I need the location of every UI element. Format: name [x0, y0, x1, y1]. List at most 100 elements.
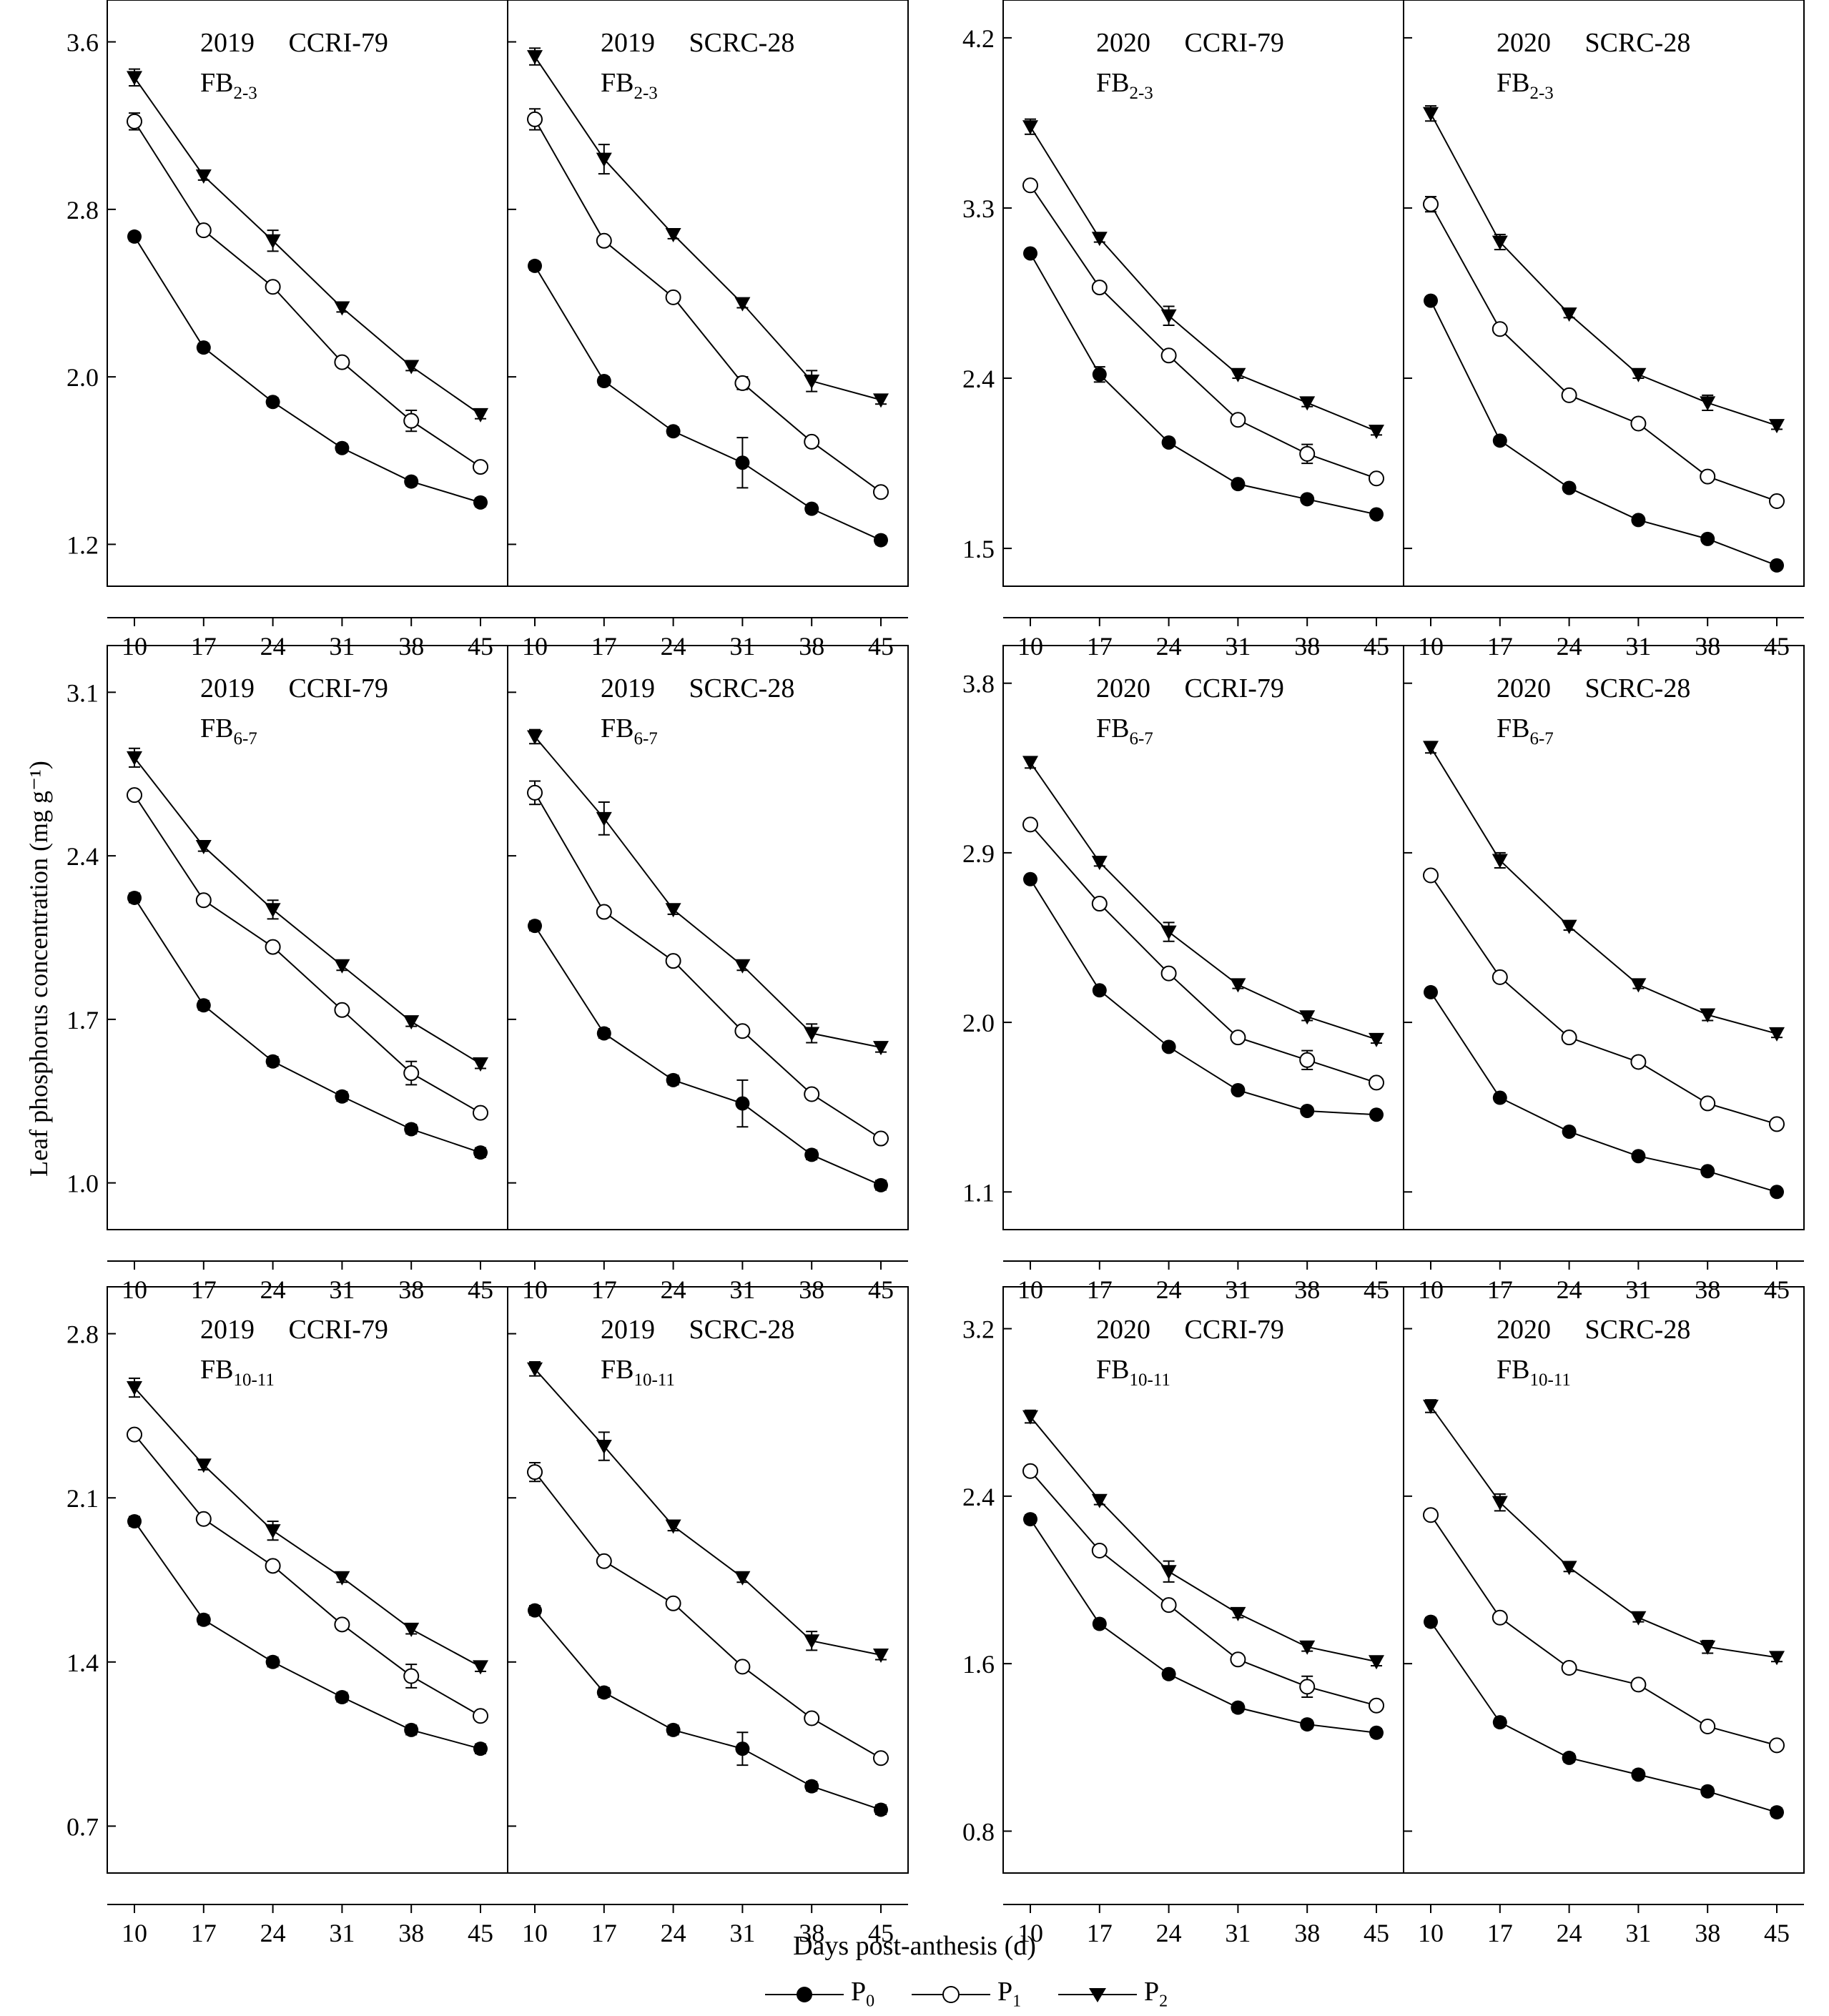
series-line-p0: [134, 1521, 481, 1750]
series-p1: [527, 780, 889, 1147]
series-line-p0: [1030, 1518, 1377, 1734]
data-point-p0: [528, 258, 542, 273]
data-point-p0: [1424, 1614, 1438, 1629]
panel-title: 2020 CCRI-79: [1096, 673, 1284, 703]
y-tick-label: 1.1: [962, 1178, 995, 1207]
series-line-p1: [1430, 204, 1778, 502]
y-tick-label: 1.4: [66, 1649, 99, 1677]
series-p0: [528, 1603, 888, 1817]
series-line-p0: [134, 236, 481, 503]
series-p1: [527, 108, 889, 500]
panel-subtitle: FB6-7: [200, 713, 257, 748]
data-point-p1: [1022, 1463, 1038, 1479]
panel-2020-scrc-28-fb10-11: 10 17 24 31 38 45 2020 SCRC-28 FB10-11: [1403, 1286, 1805, 1947]
x-tick-label: 17: [191, 1919, 217, 1947]
data-point-p0: [196, 1612, 211, 1627]
panel-subtitle: FB2-3: [1497, 68, 1554, 103]
x-tick-label: 24: [1156, 1275, 1182, 1304]
series-p0: [127, 229, 488, 510]
data-point-p0: [735, 455, 750, 470]
panel-subtitle: FB10-11: [1096, 1355, 1170, 1390]
x-tick-label: 45: [468, 1275, 493, 1304]
data-point-p0: [1492, 433, 1507, 448]
data-point-p1: [1230, 1651, 1246, 1668]
x-tick-label: 38: [799, 1919, 824, 1947]
data-point-p2: [403, 1015, 420, 1030]
y-tick-label: 1.5: [962, 535, 995, 563]
data-point-p1: [1423, 196, 1439, 212]
data-point-p0: [196, 998, 211, 1013]
series-line-p2: [1430, 746, 1778, 1034]
x-tick-label: 38: [1695, 1919, 1720, 1947]
series-p0: [528, 919, 888, 1192]
series-p1: [1022, 1463, 1384, 1714]
data-point-p2: [1630, 367, 1647, 382]
x-tick-label: 17: [1487, 1919, 1513, 1947]
data-point-p2: [804, 1634, 820, 1649]
data-point-p0: [1023, 871, 1037, 886]
x-tick-label: 10: [122, 1919, 147, 1947]
data-point-p0: [1492, 1090, 1507, 1105]
data-point-p2: [1299, 1640, 1316, 1655]
series-p1: [127, 1426, 488, 1724]
series-p2: [527, 47, 889, 408]
data-point-p2: [195, 840, 212, 855]
y-tick-label: 1.2: [66, 530, 99, 559]
data-point-p1: [265, 279, 281, 295]
panel-subtitle: FB6-7: [1096, 713, 1153, 748]
x-tick-label: 38: [1294, 1275, 1320, 1304]
y-tick-label: 2.9: [962, 839, 995, 868]
data-point-p2: [1561, 1561, 1577, 1576]
panel-subtitle: FB2-3: [200, 68, 257, 103]
data-point-p1: [1160, 965, 1177, 982]
panel-frame: [1403, 645, 1805, 1230]
series-p1: [1022, 816, 1384, 1091]
y-tick-label: 3.8: [962, 670, 995, 698]
x-tick-label: 45: [1364, 1919, 1389, 1947]
data-point-p2: [527, 1362, 543, 1377]
panel-2020-scrc-28-fb6-7: 10 17 24 31 38 45 2020 SCRC-28 FB6-7: [1403, 645, 1805, 1304]
data-point-p2: [1091, 1493, 1108, 1508]
series-p1: [1022, 177, 1384, 487]
data-point-p1: [665, 289, 681, 305]
data-point-p1: [195, 1511, 212, 1527]
data-point-p2: [734, 1571, 751, 1586]
data-point-p0: [596, 374, 611, 388]
data-point-p0: [1369, 1725, 1384, 1740]
series-p2: [1423, 741, 1785, 1042]
data-point-p2: [804, 1027, 820, 1042]
data-point-p2: [804, 375, 820, 389]
x-tick-label: 17: [591, 1275, 617, 1304]
series-line-p0: [534, 265, 882, 541]
series-p1: [527, 1462, 889, 1767]
data-point-p0: [265, 395, 280, 410]
series-line-p2: [534, 1368, 882, 1656]
panel-frame: [507, 1286, 909, 1874]
legend-marker-filled-circle: [765, 1987, 844, 2002]
series-p2: [1022, 756, 1384, 1047]
panel-frame: [507, 645, 909, 1230]
series-p1: [127, 112, 488, 475]
series-line-p1: [134, 1434, 481, 1717]
data-point-p0: [265, 1654, 280, 1669]
data-point-p0: [1092, 367, 1107, 382]
data-point-p2: [1492, 854, 1508, 869]
series-p0: [1023, 871, 1384, 1122]
data-point-p0: [473, 495, 488, 510]
series-line-p2: [134, 1387, 481, 1668]
panel-title: 2019 SCRC-28: [601, 1315, 794, 1345]
series-line-p0: [534, 1609, 882, 1811]
data-point-p1: [1369, 470, 1384, 487]
data-point-p2: [734, 959, 751, 974]
data-point-p1: [403, 1065, 420, 1082]
data-point-p2: [1299, 1010, 1316, 1025]
data-point-p2: [1423, 741, 1439, 756]
data-point-p2: [665, 228, 681, 242]
data-point-p0: [528, 919, 542, 934]
series-p1: [1423, 1507, 1785, 1754]
series-p2: [1022, 1409, 1384, 1670]
data-point-p2: [1700, 1008, 1716, 1023]
y-tick-label: 0.8: [962, 1817, 995, 1846]
data-point-p1: [1091, 1543, 1108, 1558]
